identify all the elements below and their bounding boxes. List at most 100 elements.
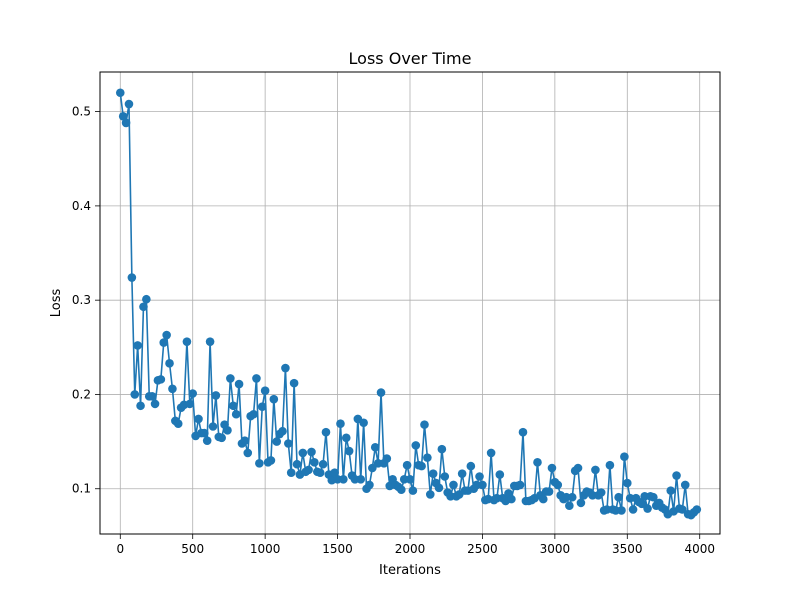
chart-title: Loss Over Time <box>349 49 472 68</box>
loss-point <box>304 465 313 475</box>
loss-point <box>217 433 226 443</box>
loss-point <box>318 459 328 469</box>
loss-point <box>449 480 458 490</box>
loss-point <box>310 458 319 467</box>
loss-point <box>124 99 134 109</box>
loss-point <box>565 501 574 511</box>
loss-point <box>243 448 253 458</box>
x-tick-label: 2500 <box>467 542 498 556</box>
loss-point <box>486 448 496 458</box>
loss-point <box>298 448 308 458</box>
loss-point <box>495 470 505 479</box>
loss-point <box>408 486 418 495</box>
loss-point <box>336 419 345 428</box>
loss-point <box>159 338 169 347</box>
loss-point <box>397 485 406 494</box>
loss-point <box>133 341 142 350</box>
loss-point <box>605 460 615 470</box>
loss-point <box>226 374 235 383</box>
loss-point <box>405 475 415 484</box>
loss-point <box>428 469 438 478</box>
loss-point <box>544 487 554 496</box>
loss-point <box>466 461 476 471</box>
x-tick-label: 500 <box>181 542 204 556</box>
loss-point <box>628 505 638 514</box>
loss-point <box>194 414 203 424</box>
loss-point <box>257 402 267 412</box>
loss-point <box>202 436 212 445</box>
loss-point <box>666 486 676 495</box>
loss-point <box>359 418 368 428</box>
x-tick-label: 0 <box>116 542 124 556</box>
loss-point <box>411 441 421 450</box>
loss-point <box>370 442 380 452</box>
loss-point <box>434 483 444 493</box>
loss-point <box>240 436 250 445</box>
y-tick-label: 0.1 <box>72 482 91 496</box>
loss-point <box>281 363 290 373</box>
loss-point <box>249 409 258 419</box>
loss-point <box>567 492 577 502</box>
loss-point <box>692 505 702 514</box>
loss-point <box>165 359 174 368</box>
loss-point <box>457 469 467 478</box>
loss-point <box>200 428 209 438</box>
x-tick-label: 1500 <box>322 542 353 556</box>
loss-point <box>289 378 299 388</box>
loss-point <box>307 447 316 457</box>
x-tick-label: 1000 <box>250 542 281 556</box>
loss-point <box>376 388 386 397</box>
loss-point <box>255 458 264 468</box>
loss-series <box>115 88 702 520</box>
loss-point <box>162 330 171 340</box>
loss-point <box>423 453 432 462</box>
loss-point <box>321 427 331 437</box>
y-tick-label: 0.4 <box>72 199 91 213</box>
loss-point <box>672 471 681 480</box>
loss-point <box>617 506 626 515</box>
loss-point <box>292 459 302 469</box>
loss-point <box>272 437 282 446</box>
loss-point <box>344 446 354 456</box>
loss-point <box>547 463 557 473</box>
loss-point <box>127 273 137 282</box>
loss-point <box>475 472 484 481</box>
x-axis-label: Iterations <box>379 563 441 578</box>
loss-point <box>425 490 435 499</box>
loss-point <box>208 422 218 431</box>
loss-point <box>620 452 629 461</box>
loss-point <box>680 480 690 490</box>
loss-point <box>115 88 125 98</box>
loss-point <box>286 468 296 478</box>
x-tick-label: 2000 <box>395 542 426 556</box>
loss-point <box>260 386 270 395</box>
y-axis-ticks: 0.1 0.2 0.3 0.4 0.5 <box>72 105 100 496</box>
loss-point <box>150 399 160 409</box>
loss-point <box>478 480 487 490</box>
loss-point <box>637 499 647 509</box>
loss-point <box>284 439 293 448</box>
loss-point <box>330 468 339 478</box>
loss-point <box>420 420 429 429</box>
loss-point <box>596 488 606 497</box>
x-axis-ticks: 0 500 1000 1500 2000 2500 3000 3500 4000 <box>116 534 715 556</box>
loss-point <box>339 475 348 484</box>
loss-point <box>437 444 447 454</box>
loss-point <box>168 384 177 394</box>
loss-point <box>591 465 600 475</box>
loss-point <box>573 463 583 473</box>
loss-point <box>136 401 145 411</box>
x-tick-label: 3500 <box>612 542 643 556</box>
loss-point <box>649 492 658 502</box>
loss-point <box>553 480 563 490</box>
loss-point <box>576 498 586 508</box>
loss-point <box>341 433 351 443</box>
loss-point <box>228 401 238 411</box>
loss-point <box>252 374 261 383</box>
loss-point <box>538 494 548 504</box>
loss-point <box>182 337 192 346</box>
loss-point <box>356 475 366 484</box>
loss-point <box>139 302 148 312</box>
loss-point <box>507 494 516 504</box>
loss-point <box>622 478 632 488</box>
